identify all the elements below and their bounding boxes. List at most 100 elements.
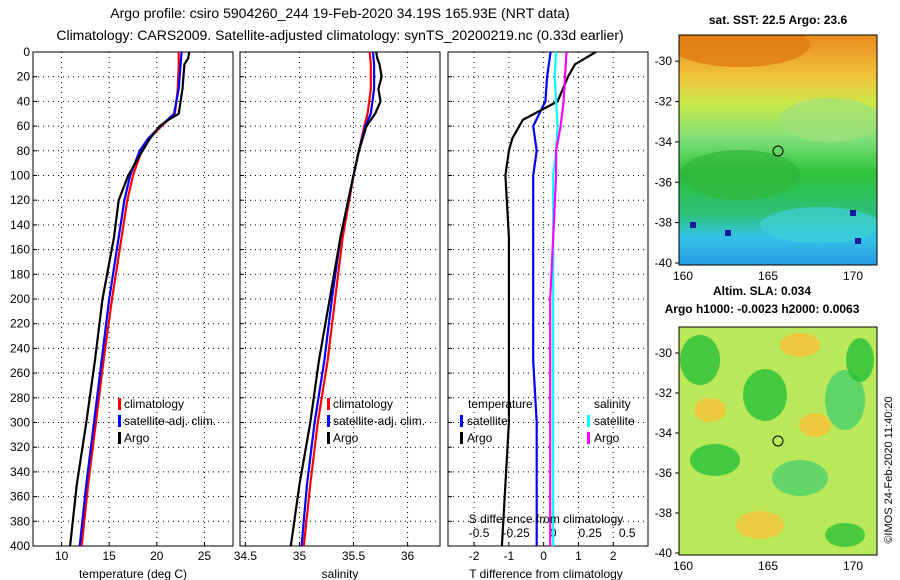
legend-argo-label: Argo [124, 431, 150, 445]
depth-tick-label: 300 [10, 416, 30, 430]
sla-low-patch [743, 369, 787, 421]
legend-satellite-swatch [327, 415, 330, 427]
depth-tick-label: 360 [10, 490, 30, 504]
depth-tick-label: 140 [10, 218, 30, 232]
lon-tick-label: 165 [758, 559, 778, 573]
lon-tick-label: 160 [673, 559, 693, 573]
depth-tick-label: 340 [10, 465, 30, 479]
lat-tick-label: -38 [655, 216, 673, 230]
sst-light-patch [780, 98, 877, 142]
temperature-panel: 0 20 40 60 80 100 120 140 160 180 200 220 240 260 280 3… [10, 45, 234, 580]
argo-position-marker [772, 435, 784, 447]
sst-lon-ticks: 160 165 170 [673, 269, 863, 283]
sla-lat-ticks: -30 -32 -34 -36 -38 -40 [655, 346, 679, 560]
sst-cold-pixel [855, 238, 861, 244]
x-tick-label: 35.5 [342, 549, 366, 563]
sla-high-patch [736, 511, 784, 539]
salinity-panel: 34.5 35 35.5 36 salinity climatology satell… [234, 51, 441, 580]
series-line-salinity-argo [549, 51, 568, 546]
legend-climatology-label: climatology [333, 397, 393, 411]
lat-tick-label: -34 [655, 135, 673, 149]
depth-axis-labels: 0 20 40 60 80 100 120 140 160 180 200 220 240 260 280 3… [10, 45, 30, 553]
lon-tick-label: 165 [758, 269, 778, 283]
salinity-legend: climatology satellite-adj. clim. Argo [327, 397, 425, 445]
lat-tick-label: -40 [655, 546, 673, 560]
legend-s-argo-label: Argo [594, 431, 620, 445]
series-line-argo [289, 51, 383, 547]
series-line-argo [69, 51, 191, 547]
x-tick-label: 0 [540, 549, 547, 563]
lat-tick-label: -38 [655, 506, 673, 520]
depth-tick-label: 80 [17, 144, 31, 158]
sst-warm-patch [679, 35, 810, 67]
sst-cold-pixel [850, 210, 856, 216]
x-tick-label: 20 [150, 549, 164, 563]
legend-s-argo-swatch [587, 432, 590, 444]
lat-tick-label: -40 [655, 256, 673, 270]
depth-tick-label: 220 [10, 317, 30, 331]
lon-tick-label: 170 [843, 269, 863, 283]
temperature-x-label: temperature (deg C) [79, 567, 187, 580]
s-tick-label: 0.5 [619, 526, 636, 540]
legend-argo-swatch [327, 432, 330, 444]
difference-gridlines [448, 51, 648, 547]
s-tick-label: -0.25 [502, 526, 530, 540]
salinity-x-label: salinity [322, 567, 359, 580]
title-line-2: Climatology: CARS2009. Satellite-adjuste… [56, 27, 623, 43]
depth-tick-label: 160 [10, 243, 30, 257]
series-line-satellite-adj-clim- [78, 51, 183, 547]
difference-panel: -2 -1 0 1 2 -0.5 -0.25 0 0.25 0.5 T difference f… [447, 51, 649, 580]
sst-lat-ticks: -30 -32 -34 -36 -38 -40 [655, 54, 679, 270]
sla-low-patch [690, 444, 740, 476]
depth-tick-label: 240 [10, 341, 30, 355]
lat-tick-label: -34 [655, 426, 673, 440]
imos-credit: ©IMOS 24-Feb-2020 11:40:20 [883, 396, 895, 543]
t-difference-label: T difference from climatology [469, 567, 623, 580]
temperature-x-ticks: 10 15 20 25 [55, 549, 212, 563]
sla-high-patch [694, 398, 726, 422]
s-difference-label: S difference from climatology [469, 512, 624, 526]
depth-tick-label: 100 [10, 169, 30, 183]
sla-map-title-1: Altim. SLA: 0.034 [713, 284, 811, 298]
sst-cyan-patch [760, 207, 877, 243]
depth-tick-label: 20 [17, 70, 31, 84]
legend-s-satellite-swatch [587, 415, 590, 427]
x-tick-label: 15 [103, 549, 117, 563]
depth-tick-label: 200 [10, 292, 30, 306]
depth-tick-label: 60 [17, 119, 31, 133]
x-tick-label: 25 [198, 549, 212, 563]
legend-argo-label: Argo [333, 431, 359, 445]
x-tick-label: 34.5 [234, 549, 258, 563]
depth-tick-label: 120 [10, 193, 30, 207]
lat-tick-label: -32 [655, 95, 673, 109]
legend-satellite-label: satellite-adj. clim. [333, 414, 425, 428]
temperature-gridlines [33, 51, 233, 547]
sla-high-patch [780, 333, 820, 357]
s-tick-label: 0.25 [579, 526, 603, 540]
legend-climatology-swatch [118, 398, 121, 410]
sst-green-patch [680, 150, 800, 200]
lat-tick-label: -36 [655, 466, 673, 480]
legend-argo-swatch [118, 432, 121, 444]
x-tick-label: -1 [504, 549, 515, 563]
sla-map: Altim. SLA: 0.034 Argo h1000: -0.0023 h2… [655, 284, 878, 573]
sst-map-title: sat. SST: 22.5 Argo: 23.6 [709, 13, 848, 27]
sla-lon-ticks: 160 165 170 [673, 559, 863, 573]
depth-tick-label: 260 [10, 366, 30, 380]
salinity-x-ticks: 34.5 35 35.5 36 [234, 549, 415, 563]
sla-low-patch [825, 523, 865, 547]
depth-tick-label: 280 [10, 391, 30, 405]
x-tick-label: -2 [469, 549, 480, 563]
salinity-gridlines [240, 51, 440, 547]
difference-salinity-legend: salinity satellite Argo [587, 397, 635, 445]
lon-tick-label: 170 [843, 559, 863, 573]
legend-satellite-label: satellite-adj. clim. [124, 414, 216, 428]
sla-low-patch [772, 460, 828, 496]
depth-tick-label: 380 [10, 514, 30, 528]
legend-t-argo-swatch [460, 432, 463, 444]
depth-tick-label: 400 [10, 539, 30, 553]
legend-temperature-title: temperature [468, 397, 533, 411]
depth-tick-label: 0 [23, 45, 30, 59]
sla-low-patch [825, 370, 865, 430]
